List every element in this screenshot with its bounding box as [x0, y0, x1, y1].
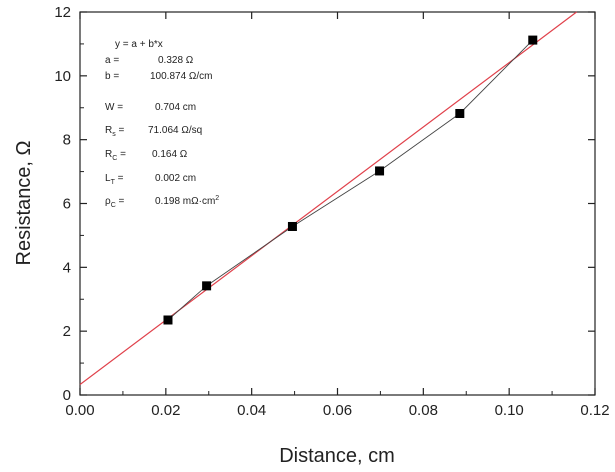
points-layer: [163, 35, 538, 325]
param-rc-value: 0.164 Ω: [152, 149, 188, 160]
y-tick-label: 12: [54, 4, 71, 21]
data-point: [202, 281, 212, 291]
y-tick-label: 0: [63, 387, 71, 404]
x-tick-label: 0.04: [237, 402, 266, 419]
y-tick-label: 2: [63, 323, 71, 340]
data-point: [455, 108, 465, 118]
linear-fit-line: [79, 11, 577, 386]
param-rhoc-label: ρC =: [105, 196, 125, 209]
param-lt-label: LT =: [105, 173, 124, 186]
data-point: [528, 35, 538, 45]
data-point: [163, 315, 173, 325]
data-connect-line: [167, 39, 534, 321]
x-tick-label: 0.08: [409, 402, 438, 419]
param-a-label: a =: [105, 55, 119, 66]
axis-ticks: 0.00 0.02 0.04 0.06 0.08 0.10 0.12 0 2 4 6 8 10 12: [54, 4, 609, 419]
data-point: [287, 221, 297, 231]
y-axis-title: Resistance, Ω: [13, 140, 35, 265]
x-tick-label: 0.02: [151, 402, 180, 419]
param-b-label: b =: [105, 71, 119, 82]
y-tick-label: 10: [54, 68, 71, 85]
param-rc-label: RC =: [105, 149, 126, 162]
param-rhoc-value: 0.198 mΩ·cm2: [155, 195, 219, 207]
x-tick-label: 0.06: [323, 402, 352, 419]
y-tick-label: 8: [63, 132, 71, 149]
y-tick-label: 4: [63, 259, 71, 276]
fit-annotation: y = a + b*x a = 0.328 Ω b = 100.874 Ω/cm…: [105, 39, 219, 209]
x-tick-label: 0.12: [580, 402, 609, 419]
param-rs-value: 71.064 Ω/sq: [148, 125, 202, 136]
fit-equation: y = a + b*x: [115, 39, 163, 50]
param-w-value: 0.704 cm: [155, 102, 196, 113]
y-tick-label: 6: [63, 196, 71, 213]
x-tick-label: 0.10: [495, 402, 524, 419]
param-b-value: 100.874 Ω/cm: [150, 71, 213, 82]
data-point: [375, 166, 385, 176]
param-rs-label: Rs =: [105, 125, 125, 138]
x-axis-title: Distance, cm: [279, 445, 395, 467]
param-a-value: 0.328 Ω: [158, 55, 194, 66]
fit-layer: [79, 11, 577, 386]
param-w-label: W =: [105, 102, 123, 113]
x-tick-label: 0.00: [65, 402, 94, 419]
param-lt-value: 0.002 cm: [155, 173, 196, 184]
